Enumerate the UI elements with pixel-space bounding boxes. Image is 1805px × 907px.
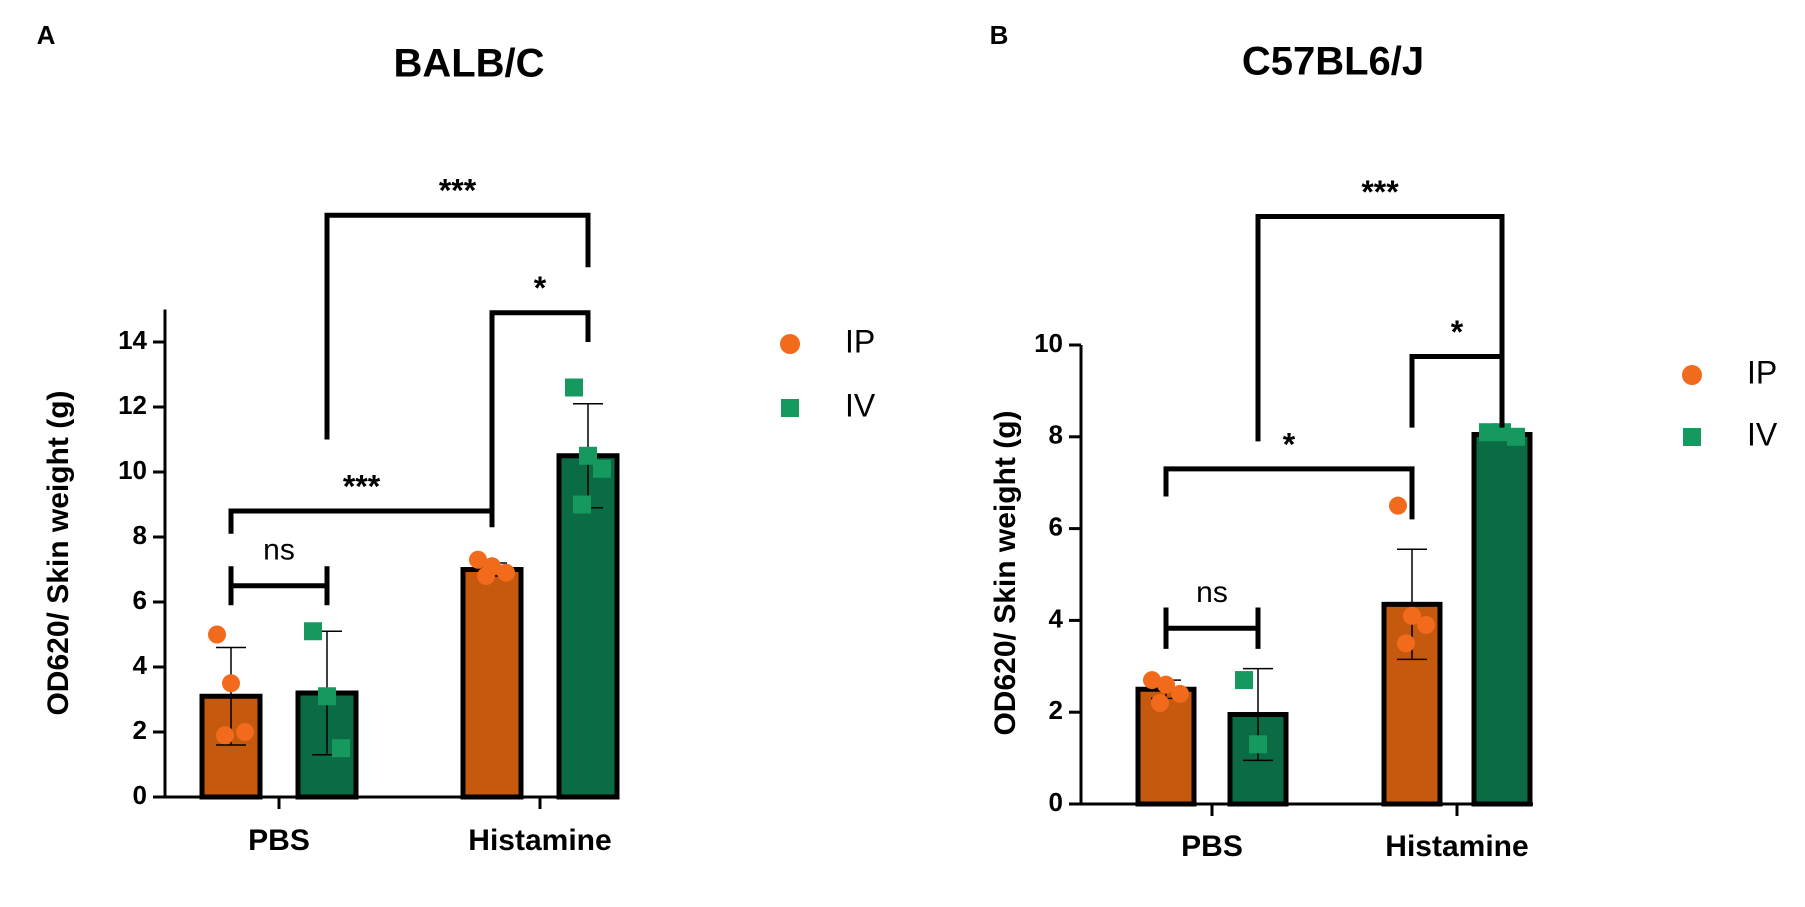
data-point: [208, 625, 226, 644]
legend-label: IP: [1747, 354, 1777, 390]
panel-label: B: [990, 20, 1009, 50]
significance-label: ***: [1361, 174, 1399, 210]
data-point: [1507, 427, 1525, 446]
significance-bracket: [324, 212, 591, 440]
data-point: [304, 622, 322, 641]
x-tick-label: Histamine: [468, 824, 611, 857]
x-tick-label: PBS: [248, 824, 310, 857]
legend-marker: [781, 399, 799, 417]
y-tick-label: 2: [1049, 695, 1063, 725]
legend-marker: [780, 334, 800, 354]
legend-label: IV: [845, 387, 876, 423]
significance-label: *: [534, 270, 547, 306]
significance-bracket: [1163, 607, 1261, 649]
data-point: [222, 674, 240, 693]
significance-label: *: [1451, 314, 1464, 350]
y-tick-label: 0: [133, 780, 147, 810]
bar: [1471, 432, 1533, 807]
bar: [460, 567, 524, 800]
significance-bracket: [1163, 466, 1415, 520]
significance-bracket: [228, 566, 330, 606]
bar: [556, 453, 620, 800]
data-point: [565, 378, 583, 397]
data-point: [332, 739, 350, 758]
y-axis-label: OD620/ Skin weight (g): [42, 390, 75, 715]
significance-label: ns: [263, 534, 295, 567]
data-point: [1479, 423, 1497, 442]
data-point: [1171, 684, 1189, 703]
data-point: [236, 723, 254, 741]
data-point: [477, 567, 495, 585]
y-tick-label: 12: [118, 390, 147, 420]
data-point: [593, 459, 611, 478]
y-tick-label: 4: [133, 650, 148, 680]
y-tick-label: 6: [1049, 511, 1063, 541]
y-tick-label: 14: [118, 325, 147, 355]
significance-label: ns: [1196, 576, 1228, 609]
chart-title: C57BL6/J: [1242, 40, 1424, 84]
panel-label: A: [37, 20, 56, 50]
significance-bracket: [228, 508, 495, 534]
data-point: [318, 687, 336, 706]
x-tick-label: Histamine: [1385, 830, 1528, 863]
y-tick-label: 10: [118, 455, 147, 485]
data-point: [1249, 735, 1267, 754]
data-point: [1493, 423, 1511, 442]
data-point: [1403, 606, 1421, 625]
legend-label: IP: [845, 323, 875, 359]
data-point: [1389, 496, 1407, 515]
significance-label: ***: [343, 468, 381, 504]
chart-title: BALB/C: [393, 42, 544, 86]
y-tick-label: 8: [1049, 420, 1063, 450]
legend-label: IV: [1747, 416, 1778, 452]
y-tick-label: 4: [1049, 603, 1064, 633]
data-point: [1143, 671, 1161, 690]
y-tick-label: 2: [133, 715, 147, 745]
data-point: [1157, 675, 1175, 694]
data-point: [1235, 671, 1253, 690]
y-tick-label: 8: [133, 520, 147, 550]
y-tick-label: 6: [133, 585, 147, 615]
significance-bracket: [1255, 213, 1505, 442]
data-point: [573, 495, 591, 514]
y-tick-label: 10: [1034, 328, 1063, 358]
significance-label: ***: [439, 173, 477, 209]
data-point: [469, 550, 487, 569]
y-tick-label: 0: [1049, 787, 1063, 817]
data-point: [1151, 694, 1169, 713]
data-point: [497, 563, 515, 582]
y-axis-label: OD620/ Skin weight (g): [989, 410, 1022, 735]
significance-bracket: [489, 310, 591, 528]
significance-label: *: [1283, 426, 1296, 462]
x-tick-label: PBS: [1181, 830, 1243, 863]
legend-marker: [1683, 428, 1701, 446]
data-point: [216, 726, 234, 745]
significance-bracket: [1409, 353, 1505, 428]
data-point: [579, 446, 597, 465]
data-point: [1397, 634, 1415, 653]
data-point: [1417, 615, 1435, 634]
legend-marker: [1682, 365, 1702, 385]
